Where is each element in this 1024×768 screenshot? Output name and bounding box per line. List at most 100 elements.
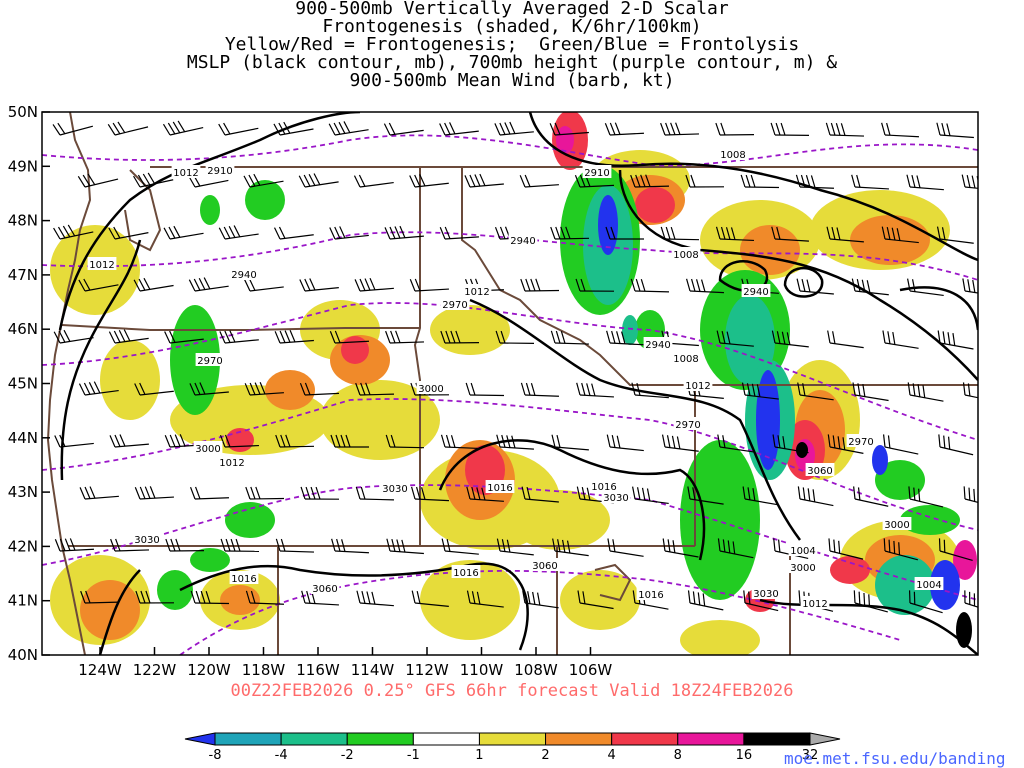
wind-barb bbox=[464, 173, 504, 188]
height-label: 2970 bbox=[848, 437, 873, 448]
wind-barb bbox=[687, 590, 724, 611]
wind-barb bbox=[110, 538, 150, 552]
wind-barb bbox=[78, 381, 119, 396]
mslp-contour-1008 bbox=[528, 112, 978, 262]
height-label-bg bbox=[530, 558, 560, 571]
wind-barb bbox=[163, 225, 204, 240]
wind-barb bbox=[440, 330, 480, 344]
wind-barb bbox=[882, 434, 919, 455]
mslp-label: 1012 bbox=[685, 381, 710, 392]
wind-barb bbox=[384, 225, 424, 240]
mslp-label: 1012 bbox=[802, 599, 827, 610]
idaho-montana-border bbox=[461, 167, 695, 386]
wind-barb bbox=[355, 382, 395, 396]
title-line: MSLP (black contour, mb), 700mb height (… bbox=[186, 52, 838, 73]
wind-barb bbox=[409, 278, 449, 292]
height-label-bg bbox=[132, 532, 162, 545]
height-label-bg bbox=[440, 297, 470, 310]
wind-barb bbox=[685, 174, 725, 188]
wind-barb bbox=[687, 486, 724, 505]
title-line: 900-500mb Mean Wind (barb, kt) bbox=[349, 70, 675, 91]
mslp-contour-1016 bbox=[438, 439, 706, 561]
colorbar-swatch bbox=[545, 732, 613, 746]
height-label: 2970 bbox=[675, 420, 700, 431]
wind-barb bbox=[575, 278, 615, 292]
wind-barb bbox=[853, 486, 889, 507]
wind-barb bbox=[881, 226, 919, 244]
mslp-label-bg bbox=[87, 257, 117, 270]
mslp-contour-1012-coast bbox=[60, 239, 142, 481]
wind-barb bbox=[576, 382, 614, 398]
wind-barb bbox=[411, 590, 449, 607]
political-borders bbox=[46, 112, 978, 655]
height-label-bg bbox=[846, 434, 876, 447]
wind-barb bbox=[134, 382, 174, 396]
height-contour-3060 bbox=[179, 569, 901, 655]
height-label-bg bbox=[380, 481, 410, 494]
colorbar-label: 8 bbox=[674, 748, 682, 763]
mslp-label-bg bbox=[788, 543, 818, 556]
mslp-low-closed-2 bbox=[783, 266, 824, 298]
wind-barb bbox=[519, 174, 559, 188]
wind-barb bbox=[245, 590, 284, 605]
wind-barb bbox=[662, 538, 699, 558]
wind-barb bbox=[244, 382, 284, 396]
colorbar-swatch bbox=[611, 732, 679, 746]
height-label: 3060 bbox=[807, 466, 832, 477]
title-line: 900-500mb Vertically Averaged 2-D Scalar bbox=[295, 0, 729, 19]
wind-barb bbox=[685, 278, 724, 294]
height-label: 3030 bbox=[753, 589, 778, 600]
wind-barb bbox=[715, 226, 754, 242]
wind-barb bbox=[883, 538, 918, 561]
lat-tick-label: 46N bbox=[8, 320, 38, 338]
mslp-label-bg bbox=[914, 577, 944, 590]
mslp-label: 1016 bbox=[231, 574, 256, 585]
wind-barb bbox=[244, 278, 284, 292]
height-label: 3000 bbox=[418, 384, 443, 395]
wind-barb bbox=[828, 538, 864, 560]
wind-barb bbox=[245, 486, 285, 500]
colorbar-label: 16 bbox=[736, 748, 753, 763]
mslp-label-bg bbox=[636, 587, 666, 600]
wind-barb bbox=[630, 278, 670, 293]
height-label: 3000 bbox=[195, 444, 220, 455]
wind-barb bbox=[605, 226, 644, 240]
pacific-coastline bbox=[46, 112, 92, 655]
wind-barb bbox=[606, 330, 644, 346]
mslp-label: 1012 bbox=[219, 458, 244, 469]
mslp-label-bg bbox=[485, 480, 515, 493]
lon-tick-label: 106W bbox=[569, 661, 613, 679]
wind-barb bbox=[520, 278, 560, 292]
colorbar: -8 -4 -2 -1 1 2 4 8 16 32 bbox=[184, 732, 841, 763]
lon-tick-label: 124W bbox=[78, 661, 122, 679]
wind-barb bbox=[135, 590, 175, 604]
lat-tick-label: 47N bbox=[8, 266, 38, 284]
colorbar-label: 2 bbox=[541, 748, 549, 763]
height-label: 3030 bbox=[603, 493, 628, 504]
height-label-bg bbox=[582, 165, 612, 178]
wind-barb bbox=[604, 122, 644, 136]
mslp-label-bg bbox=[229, 571, 259, 584]
mslp-label: 1016 bbox=[487, 483, 512, 494]
map-axes: 50N 49N 48N 47N 46N 45N 44N 43N 42N 41N 40N 124W 122… bbox=[8, 103, 613, 679]
wind-barb bbox=[827, 434, 864, 454]
colorbar-arrow-right bbox=[809, 732, 841, 746]
wind-barb bbox=[716, 330, 754, 347]
wind-barb bbox=[962, 382, 978, 403]
height-label: 2940 bbox=[231, 270, 256, 281]
wind-barb bbox=[881, 122, 919, 138]
wind-barb bbox=[133, 172, 174, 188]
mslp-label: 1012 bbox=[89, 260, 114, 271]
height-contour-2910 bbox=[42, 134, 978, 167]
contour-labels: 1012 1012 1012 1012 1008 1008 1008 1004 1004 1012… bbox=[87, 147, 944, 610]
wind-barb bbox=[961, 174, 978, 191]
wind-barb bbox=[385, 434, 425, 449]
wind-barb bbox=[797, 382, 834, 401]
wind-barb bbox=[771, 330, 809, 348]
height-label: 3060 bbox=[532, 561, 557, 572]
wind-barb bbox=[964, 590, 978, 614]
wind-barb bbox=[353, 174, 394, 188]
wind-barb bbox=[189, 382, 229, 396]
wind-barb bbox=[466, 486, 504, 502]
wind-barb bbox=[108, 329, 149, 344]
